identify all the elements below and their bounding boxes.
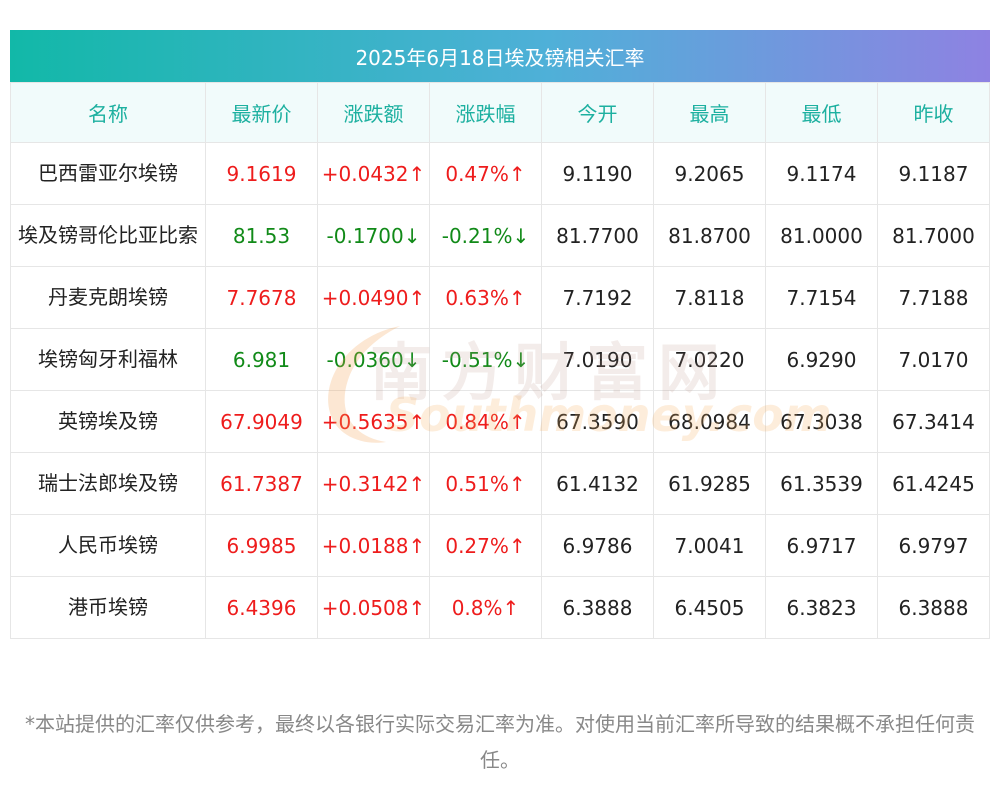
change-percent-cell: -0.21%↓ [429, 204, 542, 267]
high-price-cell: 9.2065 [653, 142, 766, 205]
low-price-cell: 61.3539 [765, 452, 878, 515]
column-header-change-pct: 涨跌幅 [429, 82, 542, 143]
change-amount-cell: -0.0360↓ [317, 328, 430, 391]
high-price-cell: 7.8118 [653, 266, 766, 329]
open-price-cell: 7.0190 [541, 328, 654, 391]
latest-price-cell: 61.7387 [205, 452, 318, 515]
currency-pair-name-cell: 埃镑匈牙利福林 [10, 328, 206, 391]
currency-pair-name-cell: 丹麦克朗埃镑 [10, 266, 206, 329]
latest-price-cell: 6.9985 [205, 514, 318, 577]
table-row: 港币埃镑 6.4396 +0.0508↑ 0.8%↑ 6.3888 6.4505 6.382… [10, 576, 990, 639]
table-row: 瑞士法郎埃及镑 61.7387 +0.3142↑ 0.51%↑ 61.4132 61.92… [10, 452, 990, 515]
change-amount-cell: -0.1700↓ [317, 204, 430, 267]
latest-price-cell: 6.981 [205, 328, 318, 391]
prev-close-cell: 6.3888 [877, 576, 990, 639]
column-header-change: 涨跌额 [317, 82, 430, 143]
column-header-open: 今开 [541, 82, 654, 143]
currency-pair-name-cell: 人民币埃镑 [10, 514, 206, 577]
latest-price-cell: 9.1619 [205, 142, 318, 205]
open-price-cell: 81.7700 [541, 204, 654, 267]
table-row: 埃镑匈牙利福林 6.981 -0.0360↓ -0.51%↓ 7.0190 7.0220 6… [10, 328, 990, 391]
change-amount-cell: +0.0490↑ [317, 266, 430, 329]
high-price-cell: 6.4505 [653, 576, 766, 639]
table-row: 巴西雷亚尔埃镑 9.1619 +0.0432↑ 0.47%↑ 9.1190 9.2065 9… [10, 142, 990, 205]
exchange-rate-table: 名称 最新价 涨跌额 涨跌幅 今开 最高 最低 昨收 巴西雷亚尔埃镑 9.1619… [10, 82, 990, 639]
latest-price-cell: 81.53 [205, 204, 318, 267]
table-row: 丹麦克朗埃镑 7.7678 +0.0490↑ 0.63%↑ 7.7192 7.8118 7.… [10, 266, 990, 329]
low-price-cell: 9.1174 [765, 142, 878, 205]
high-price-cell: 7.0041 [653, 514, 766, 577]
change-percent-cell: -0.51%↓ [429, 328, 542, 391]
prev-close-cell: 6.9797 [877, 514, 990, 577]
table-row: 人民币埃镑 6.9985 +0.0188↑ 0.27%↑ 6.9786 7.0041 6.9… [10, 514, 990, 577]
change-amount-cell: +0.3142↑ [317, 452, 430, 515]
prev-close-cell: 81.7000 [877, 204, 990, 267]
change-percent-cell: 0.51%↑ [429, 452, 542, 515]
latest-price-cell: 67.9049 [205, 390, 318, 453]
disclaimer-footnote: *本站提供的汇率仅供参考，最终以各银行实际交易汇率为准。对使用当前汇率所导致的结… [25, 712, 975, 772]
open-price-cell: 6.3888 [541, 576, 654, 639]
high-price-cell: 68.0984 [653, 390, 766, 453]
high-price-cell: 61.9285 [653, 452, 766, 515]
change-amount-cell: +0.0432↑ [317, 142, 430, 205]
prev-close-cell: 9.1187 [877, 142, 990, 205]
open-price-cell: 6.9786 [541, 514, 654, 577]
column-header-name: 名称 [10, 82, 206, 143]
open-price-cell: 9.1190 [541, 142, 654, 205]
column-header-prev-close: 昨收 [877, 82, 990, 143]
open-price-cell: 67.3590 [541, 390, 654, 453]
change-percent-cell: 0.27%↑ [429, 514, 542, 577]
change-percent-cell: 0.63%↑ [429, 266, 542, 329]
high-price-cell: 7.0220 [653, 328, 766, 391]
page-title: 2025年6月18日埃及镑相关汇率 [10, 30, 990, 82]
column-header-latest: 最新价 [205, 82, 318, 143]
high-price-cell: 81.8700 [653, 204, 766, 267]
currency-pair-name-cell: 港币埃镑 [10, 576, 206, 639]
currency-pair-name-cell: 英镑埃及镑 [10, 390, 206, 453]
prev-close-cell: 7.0170 [877, 328, 990, 391]
change-percent-cell: 0.84%↑ [429, 390, 542, 453]
low-price-cell: 7.7154 [765, 266, 878, 329]
currency-pair-name-cell: 埃及镑哥伦比亚比索 [10, 204, 206, 267]
low-price-cell: 67.3038 [765, 390, 878, 453]
prev-close-cell: 67.3414 [877, 390, 990, 453]
column-header-high: 最高 [653, 82, 766, 143]
change-amount-cell: +0.5635↑ [317, 390, 430, 453]
open-price-cell: 7.7192 [541, 266, 654, 329]
prev-close-cell: 61.4245 [877, 452, 990, 515]
low-price-cell: 81.0000 [765, 204, 878, 267]
currency-pair-name-cell: 巴西雷亚尔埃镑 [10, 142, 206, 205]
low-price-cell: 6.9290 [765, 328, 878, 391]
prev-close-cell: 7.7188 [877, 266, 990, 329]
table-row: 英镑埃及镑 67.9049 +0.5635↑ 0.84%↑ 67.3590 68.0984… [10, 390, 990, 453]
table-row: 埃及镑哥伦比亚比索 81.53 -0.1700↓ -0.21%↓ 81.7700 81.8… [10, 204, 990, 267]
currency-pair-name-cell: 瑞士法郎埃及镑 [10, 452, 206, 515]
column-header-low: 最低 [765, 82, 878, 143]
latest-price-cell: 6.4396 [205, 576, 318, 639]
low-price-cell: 6.9717 [765, 514, 878, 577]
latest-price-cell: 7.7678 [205, 266, 318, 329]
low-price-cell: 6.3823 [765, 576, 878, 639]
change-percent-cell: 0.47%↑ [429, 142, 542, 205]
change-amount-cell: +0.0188↑ [317, 514, 430, 577]
change-percent-cell: 0.8%↑ [429, 576, 542, 639]
change-amount-cell: +0.0508↑ [317, 576, 430, 639]
table-header-row: 名称 最新价 涨跌额 涨跌幅 今开 最高 最低 昨收 [10, 82, 990, 143]
open-price-cell: 61.4132 [541, 452, 654, 515]
